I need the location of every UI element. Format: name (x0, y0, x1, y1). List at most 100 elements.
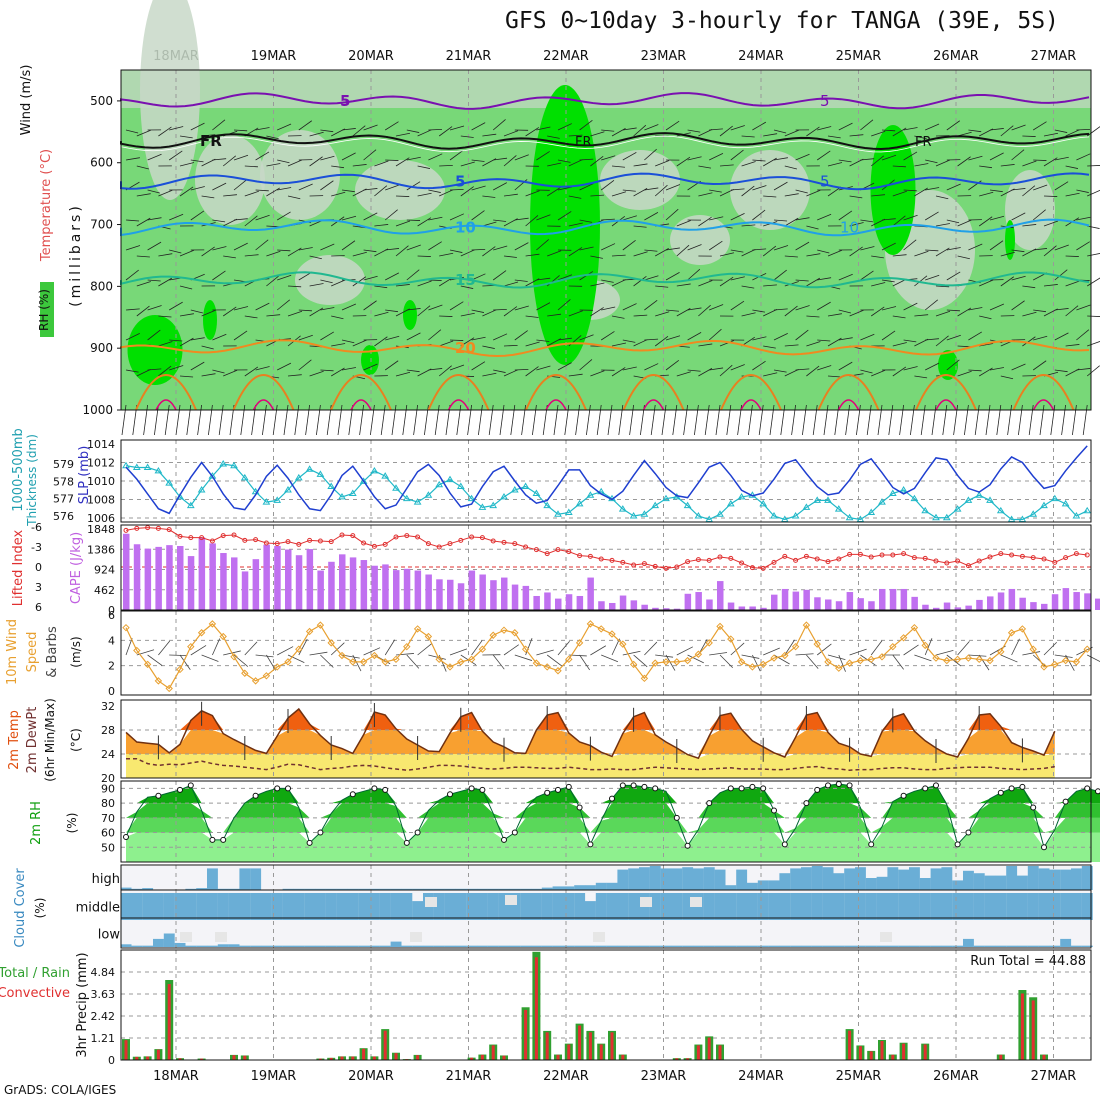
wind-barb (644, 299, 658, 311)
rh2m-point (1041, 844, 1047, 851)
wind-barb (838, 210, 853, 221)
cloud-low-bar (239, 945, 251, 947)
temperature-contour (120, 92, 1090, 110)
wind10-tick-label: 6 (108, 609, 115, 622)
rh-light-patch (670, 215, 730, 265)
precip-convective-bar (923, 1044, 927, 1060)
wind-barb (406, 181, 421, 191)
lifted-index-point (771, 559, 777, 565)
wind-barb (665, 208, 679, 221)
cape-bar (609, 602, 616, 610)
cloud-middle-bar (984, 893, 996, 920)
cloud-high-bar (401, 888, 413, 890)
thickness-point (316, 470, 325, 477)
wind-barb (385, 335, 400, 341)
wind-barb (277, 362, 292, 371)
cloud-high-bar (433, 888, 445, 890)
wind-barb (946, 247, 961, 251)
wind-barb (1054, 269, 1068, 281)
wind-barb (957, 156, 971, 167)
wind-barb (212, 246, 227, 251)
wind-barb (914, 275, 928, 287)
precip-run-total: Run Total = 44.88 (970, 954, 1086, 969)
temperature-contour (120, 271, 1090, 289)
wind-barb (1065, 165, 1079, 169)
rh2m-point (630, 782, 637, 789)
wind-barb (341, 367, 356, 371)
wind-barb (590, 194, 605, 197)
top-date-label: 25MAR (836, 49, 882, 64)
precip-convective-bar (1042, 1054, 1046, 1060)
wind-barb (374, 285, 388, 289)
wind10-speed-point (349, 658, 357, 666)
lifted-index-point (901, 551, 907, 557)
wind-barb (590, 255, 603, 259)
cloud-gap-patch (410, 932, 422, 942)
cloud-high-bar (898, 869, 910, 890)
wind-barb (223, 369, 238, 377)
wind-barb (752, 209, 766, 221)
lifted-index-point (555, 547, 561, 553)
rh2m-point (468, 785, 475, 792)
wind10-speed-point (381, 658, 389, 666)
rh2m-point (447, 791, 453, 798)
thickness-point (435, 480, 444, 488)
cape-bar (274, 546, 281, 610)
thickness-point (327, 482, 336, 490)
wind-barb (547, 250, 562, 257)
wind10-speed-point (694, 650, 703, 658)
rh2m-point (825, 782, 831, 789)
wind-barb (1032, 360, 1047, 371)
precip-convective-bar (848, 1030, 852, 1060)
wind10-barb (1000, 654, 1018, 663)
top-date-label: 19MAR (251, 49, 297, 64)
cape-bar (393, 570, 400, 610)
cloud-high-bar (541, 887, 553, 890)
precip-convective-bar (858, 1046, 862, 1060)
thickness-point (770, 512, 778, 519)
lifted-index-point (695, 557, 701, 563)
cloud-low-bar (963, 938, 974, 947)
wind-barb (158, 126, 172, 137)
surface-temperature-contour (817, 374, 880, 411)
wind-barb (655, 311, 670, 317)
wind-barb (1076, 368, 1091, 371)
cloud-gap-patch (180, 932, 192, 942)
wind-barb (881, 154, 897, 161)
wind-barb (989, 152, 1004, 161)
thickness-point (1040, 501, 1048, 509)
lifted-index-point (577, 553, 583, 559)
wind-barb (568, 159, 583, 167)
cloud-high-bar (660, 868, 672, 890)
wind-barb (633, 251, 648, 257)
wind-barb (676, 156, 691, 167)
wind-barb (817, 213, 832, 221)
wind-barb (460, 161, 475, 167)
wind-barb (741, 248, 756, 257)
lifted-index-point (274, 541, 280, 547)
wind-barb (644, 148, 657, 161)
thickness-point (413, 498, 422, 505)
wind-barb (428, 153, 443, 161)
wind10-barb (363, 647, 381, 656)
lifted-index-point (685, 559, 691, 565)
precip-convective-bar (362, 1048, 366, 1060)
wind-barb (784, 129, 799, 137)
rh2m-point (1030, 804, 1037, 811)
lifted-index-point (1073, 551, 1079, 557)
cloud-low-bar (444, 945, 456, 947)
cloud-high-bar (671, 868, 683, 890)
wind10-speed-point (1051, 660, 1059, 669)
dewpoint-line (126, 758, 1055, 771)
thickness-point (888, 489, 897, 496)
cape-bar (1062, 588, 1070, 610)
wind-barb (449, 213, 464, 221)
wind-barb (719, 252, 735, 257)
wind-barb (957, 255, 970, 260)
thickness-point (802, 503, 811, 510)
wind-barb (320, 129, 334, 133)
wind10-speed-point (662, 658, 670, 666)
wind-barb (1065, 192, 1080, 197)
wind-barb (395, 157, 410, 167)
precip-convective-bar (502, 1055, 506, 1060)
